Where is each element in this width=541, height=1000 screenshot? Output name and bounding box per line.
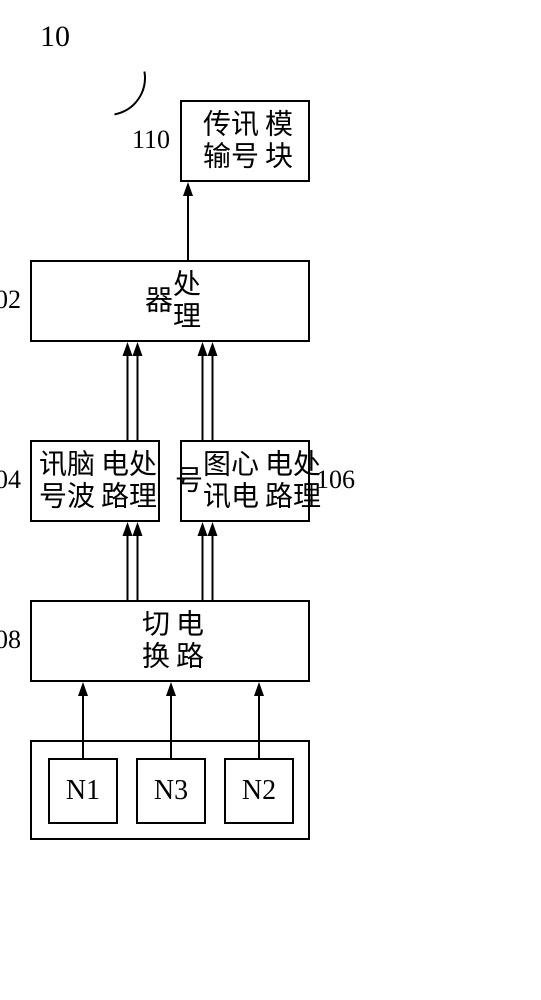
edges-layer — [0, 0, 541, 1000]
diagram-canvas: 10 N1 N3 N2 切换 电路 108 脑波讯号 处理电路 104 心电图讯… — [0, 0, 541, 1000]
